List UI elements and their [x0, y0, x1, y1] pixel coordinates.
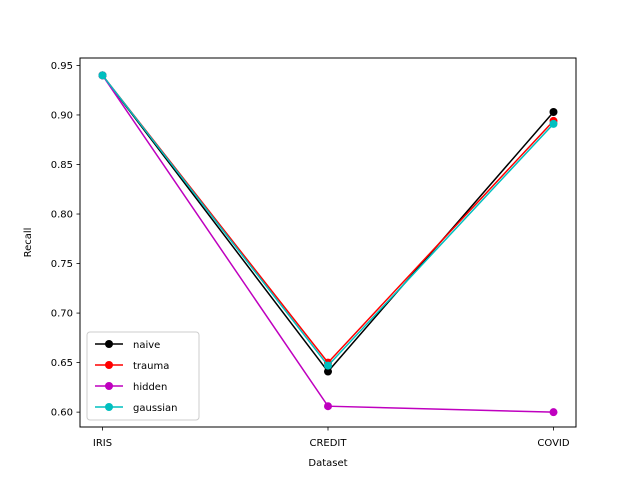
x-axis: IRIS CREDIT COVID [93, 427, 570, 449]
y-tick-label: 0.90 [51, 110, 73, 121]
legend-label: hidden [133, 382, 167, 393]
y-axis-label: Recall [23, 228, 34, 258]
x-tick-label: IRIS [93, 438, 112, 449]
legend-item-naive: naive [95, 340, 160, 351]
y-tick-label: 0.70 [51, 309, 73, 320]
legend-marker [105, 403, 113, 411]
data-point-gaussian [324, 361, 332, 370]
y-tick-label: 0.65 [51, 358, 73, 369]
x-axis-label: Dataset [308, 458, 347, 469]
legend-label: naive [133, 340, 160, 351]
data-point-naive [549, 107, 558, 116]
data-point-naive [324, 367, 332, 376]
legend-box [86, 331, 200, 421]
legend-marker [105, 361, 113, 369]
y-tick-label: 0.60 [51, 408, 73, 419]
y-tick-label: 0.80 [51, 210, 73, 221]
legend-item-trauma: trauma [95, 361, 169, 372]
data-point-hidden [324, 402, 332, 411]
legend-item-gaussian: gaussian [95, 403, 177, 414]
x-tick-label: CREDIT [309, 438, 347, 449]
series-layer [98, 71, 558, 417]
legend-marker [105, 340, 113, 348]
legend-label: trauma [133, 361, 169, 372]
y-tick-label: 0.85 [51, 160, 73, 171]
legend-marker [105, 382, 113, 390]
legend-item-hidden: hidden [95, 382, 167, 393]
y-axis: 0.60 0.65 0.70 0.75 0.80 0.85 0.90 0.95 [51, 61, 80, 419]
y-tick-label: 0.95 [51, 61, 73, 72]
legend: naive trauma hidden gaussian [86, 331, 200, 421]
data-point-hidden [549, 408, 558, 417]
data-point-gaussian [98, 71, 107, 80]
data-point-gaussian [549, 119, 558, 128]
series-gaussian [98, 71, 558, 370]
y-tick-label: 0.75 [51, 259, 73, 270]
legend-label: gaussian [133, 403, 177, 414]
x-tick-label: COVID [537, 438, 569, 449]
